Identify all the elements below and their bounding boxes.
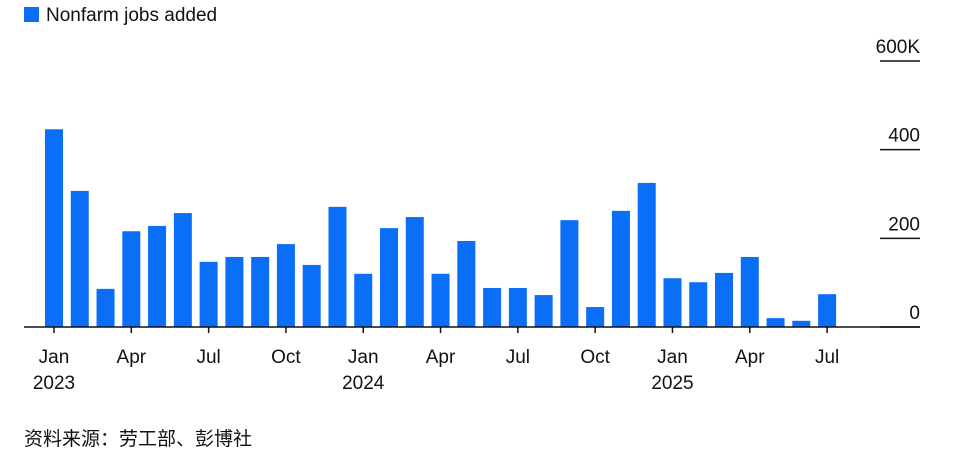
bar xyxy=(431,273,450,327)
bar xyxy=(405,217,424,327)
bar xyxy=(199,261,218,327)
bar xyxy=(740,256,759,327)
bar xyxy=(380,228,399,327)
bar xyxy=(715,272,734,327)
bar xyxy=(637,182,656,327)
y-tick-label: 600K xyxy=(876,37,921,58)
x-tick-label: Apr xyxy=(117,347,147,368)
bar xyxy=(70,190,89,327)
bar xyxy=(689,282,708,327)
bar xyxy=(251,256,270,327)
bar xyxy=(560,220,579,327)
bar xyxy=(354,273,373,327)
x-tick-label: Jan xyxy=(348,347,379,368)
bar xyxy=(328,206,347,327)
x-year-label: 2023 xyxy=(33,373,75,394)
bar xyxy=(534,295,553,327)
bar xyxy=(663,278,682,327)
bar xyxy=(302,264,321,327)
bar xyxy=(148,225,167,327)
x-tick-label: Jul xyxy=(506,347,530,368)
x-tick-label: Oct xyxy=(580,347,610,368)
x-tick-label: Jan xyxy=(39,347,70,368)
bar xyxy=(276,244,295,327)
bar xyxy=(96,288,115,327)
bar xyxy=(483,287,502,327)
x-tick-label: Apr xyxy=(426,347,456,368)
bar xyxy=(792,320,811,327)
y-tick-label: 200 xyxy=(888,214,920,235)
bar xyxy=(173,213,192,327)
x-tick-label: Oct xyxy=(271,347,301,368)
y-tick-label: 400 xyxy=(888,126,920,147)
bar xyxy=(508,287,527,327)
bar xyxy=(766,318,785,327)
x-year-label: 2025 xyxy=(651,373,693,394)
bar xyxy=(225,256,244,327)
bar xyxy=(45,129,63,327)
bar xyxy=(611,210,630,327)
x-tick-label: Jul xyxy=(815,347,839,368)
bar xyxy=(818,294,837,327)
bar xyxy=(122,231,141,327)
x-tick-label: Jan xyxy=(657,347,688,368)
source-note: 资料来源：劳工部、彭博社 xyxy=(24,428,252,450)
x-tick-label: Jul xyxy=(196,347,220,368)
legend-label: Nonfarm jobs added xyxy=(46,5,217,26)
bar xyxy=(586,307,605,327)
bar xyxy=(457,240,476,327)
x-year-label: 2024 xyxy=(342,373,385,394)
x-tick-label: Apr xyxy=(735,347,765,368)
y-tick-label: 0 xyxy=(909,303,920,324)
legend-swatch xyxy=(24,7,39,22)
